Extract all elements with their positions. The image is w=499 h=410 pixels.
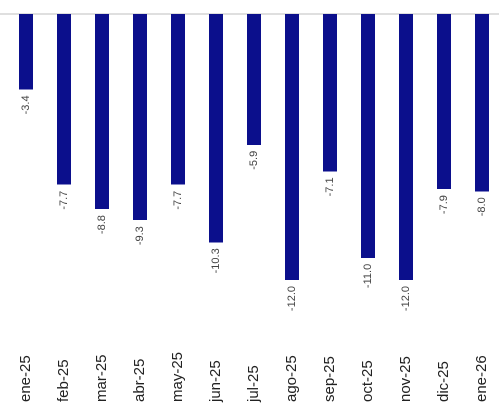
data-label-abr-25: -9.3 <box>134 226 146 245</box>
bar-abr-25 <box>133 14 147 221</box>
bar-ago-25 <box>285 14 299 280</box>
bar-sep-25 <box>323 14 337 172</box>
x-tick-ago-25: ago-25 <box>283 355 300 402</box>
bar-jul-25 <box>247 14 261 145</box>
x-tick-ene-26: ene-26 <box>473 355 490 402</box>
x-tick-jul-25: jul-25 <box>245 365 262 403</box>
x-tick-feb-25: feb-25 <box>55 359 72 402</box>
data-label-oct-25: -11.0 <box>362 264 374 288</box>
x-tick-may-25: may-25 <box>169 352 186 402</box>
data-label-may-25: -7.7 <box>172 191 184 210</box>
x-tick-dic-25: dic-25 <box>435 361 452 402</box>
bar-mar-25 <box>95 14 109 210</box>
bar-dic-25 <box>437 14 451 190</box>
data-label-dic-25: -7.9 <box>438 195 450 214</box>
data-label-feb-25: -7.7 <box>58 191 70 210</box>
bar-series <box>19 14 489 280</box>
data-label-sep-25: -7.1 <box>324 177 336 196</box>
data-label-ago-25: -12.0 <box>286 286 298 311</box>
data-label-jul-25: -5.9 <box>248 151 260 170</box>
x-tick-sep-25: sep-25 <box>321 356 338 402</box>
bar-jun-25 <box>209 14 223 243</box>
data-label-nov-25: -12.0 <box>400 286 412 311</box>
data-labels: -3.4 -7.7 -8.8 -9.3 -7.7 -10.3 -5.9 -12.0 -7.1 -1… <box>20 95 488 311</box>
x-tick-jun-25: jun-25 <box>207 360 224 403</box>
x-tick-oct-25: oct-25 <box>359 360 376 402</box>
bar-may-25 <box>171 14 185 185</box>
x-tick-abr-25: abr-25 <box>131 359 148 402</box>
data-label-jun-25: -10.3 <box>210 248 222 273</box>
bar-nov-25 <box>399 14 413 280</box>
bar-oct-25 <box>361 14 375 258</box>
bar-feb-25 <box>57 14 71 185</box>
bar-ene-25 <box>19 14 33 90</box>
x-axis-tick-labels: ene-25 feb-25 mar-25 abr-25 may-25 jun-25 jul-… <box>17 352 490 403</box>
x-tick-nov-25: nov-25 <box>397 356 414 402</box>
data-label-ene-25: -3.4 <box>20 95 32 114</box>
bar-ene-26 <box>475 14 489 192</box>
data-label-ene-26: -8.0 <box>476 197 488 216</box>
x-tick-mar-25: mar-25 <box>93 354 110 402</box>
x-tick-ene-25: ene-25 <box>17 355 34 402</box>
data-label-mar-25: -8.8 <box>96 215 108 234</box>
